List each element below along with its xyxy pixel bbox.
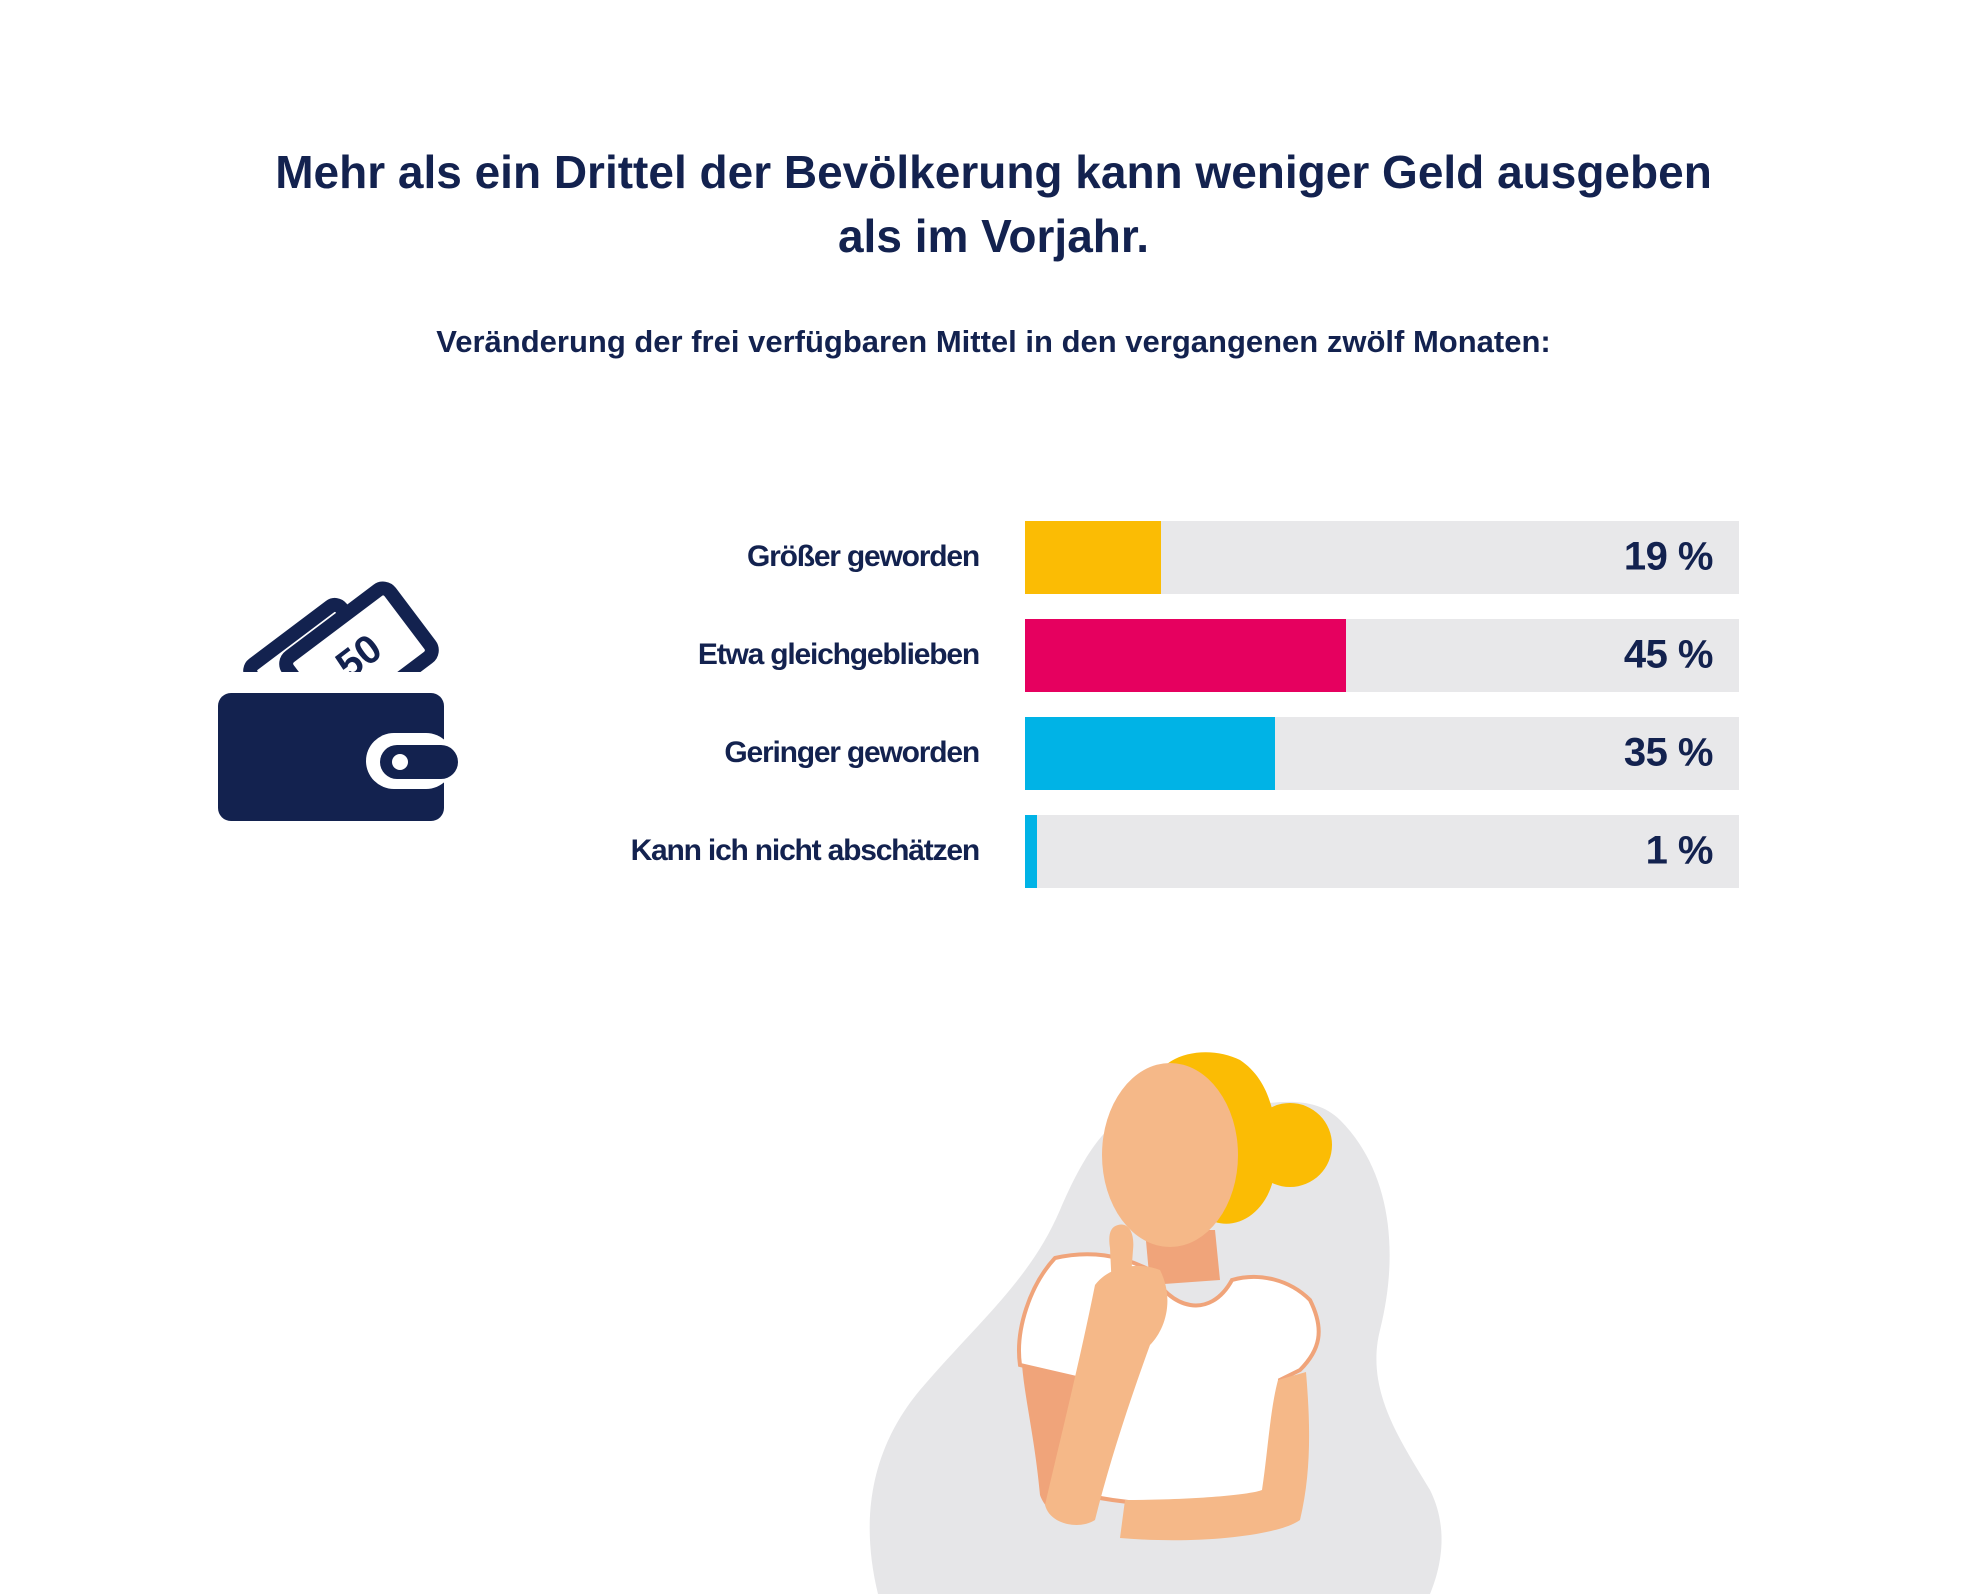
value-label: 35 % [1623, 730, 1714, 775]
page-title-line-2: als im Vorjahr. [837, 210, 1150, 262]
neck [1145, 1230, 1220, 1285]
bar-track [1025, 814, 1739, 888]
face [1102, 1063, 1238, 1247]
banknote-value: 50 [328, 626, 390, 688]
category-label: Größer geworden [746, 540, 980, 573]
category-label: Etwa gleichgeblieben [697, 638, 980, 671]
finger [1109, 1224, 1134, 1290]
bar [1025, 814, 1037, 888]
category-label: Geringer geworden [724, 736, 980, 769]
value-label: 45 % [1623, 632, 1714, 677]
wallet-button [392, 754, 408, 770]
category-label: Kann ich nicht abschätzen [630, 834, 981, 867]
arm-left [1022, 1365, 1083, 1515]
wallet-body [218, 693, 444, 821]
bar [1025, 716, 1275, 790]
background-blob [869, 1101, 1442, 1594]
value-label: 1 % [1645, 828, 1714, 873]
wallet-clasp [366, 733, 454, 789]
page-title: Mehr als ein Drittel der Bevölkerung kan… [275, 146, 1712, 198]
chart-subtitle: Veränderung der frei verfügbaren Mittel … [436, 324, 1551, 359]
banknote-back [243, 597, 385, 733]
bar [1025, 520, 1161, 594]
wallet-top-mask [160, 672, 460, 712]
hair [1150, 1052, 1277, 1224]
arm-right [1120, 1372, 1310, 1541]
value-label: 19 % [1623, 534, 1714, 579]
wallet-clasp-inner [380, 745, 458, 779]
bar [1025, 618, 1347, 692]
banknote-front: 50 [279, 581, 439, 733]
shirt [1017, 1252, 1321, 1508]
forearm-raised [1045, 1265, 1168, 1525]
hair-bun [1248, 1103, 1332, 1187]
